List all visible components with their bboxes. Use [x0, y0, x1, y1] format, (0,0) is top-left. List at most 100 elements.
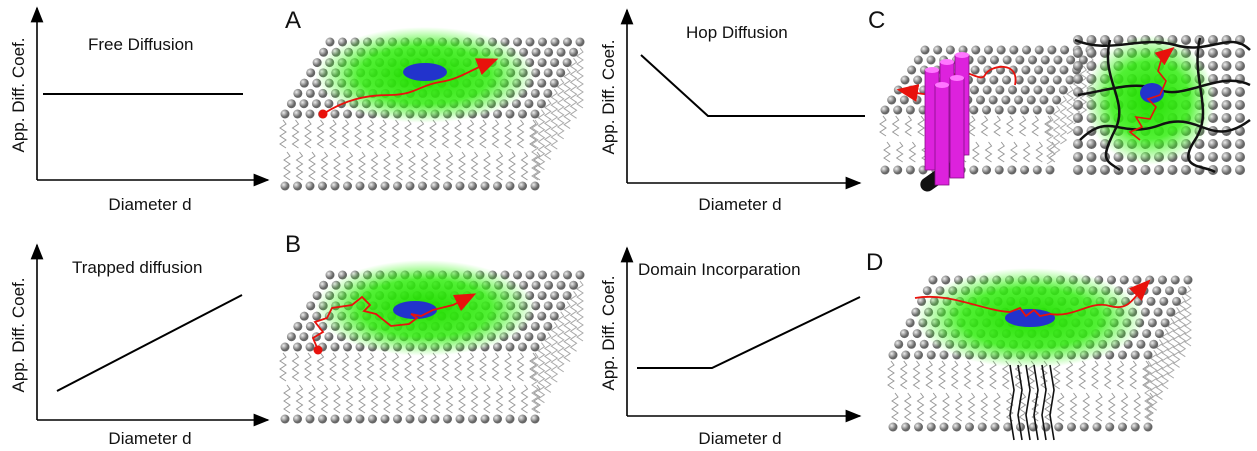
lipid-tail	[433, 151, 441, 181]
lipid-head	[293, 342, 302, 352]
lipid-tail	[929, 392, 938, 422]
lipid-head	[1208, 139, 1218, 149]
lipid-head	[1154, 165, 1164, 175]
lipid-head	[305, 342, 315, 352]
lipid-head	[1073, 113, 1083, 123]
lipid-head	[1046, 65, 1056, 75]
lipid-tail	[1059, 95, 1068, 145]
lipid-head	[305, 88, 315, 98]
y-label: App. Diff. Coef.	[599, 276, 618, 391]
panel-letter: C	[868, 7, 885, 34]
lipid-head	[1047, 45, 1057, 55]
lipid-head	[914, 422, 923, 432]
lipid-tail	[1155, 339, 1164, 400]
lipid-tail	[404, 352, 412, 382]
lipid-head	[1235, 139, 1245, 149]
start-point	[318, 109, 328, 119]
lipid-head	[893, 165, 903, 175]
lipid-tail	[408, 151, 416, 181]
lipid-tail	[891, 392, 899, 422]
lipid-head	[343, 181, 352, 191]
lipid-head	[562, 58, 572, 68]
lipid-head	[524, 332, 534, 342]
lipid-head	[299, 78, 309, 88]
lipid-head	[994, 105, 1004, 115]
panel-letter: B	[285, 231, 301, 258]
lipid-tail	[366, 352, 375, 382]
lipid-head	[1181, 35, 1191, 45]
lipid-tail	[993, 392, 1001, 422]
lipid-head	[1221, 48, 1232, 58]
lipid-tail	[291, 352, 300, 382]
lipid-head	[443, 414, 452, 424]
lipid-tail	[404, 119, 412, 149]
lipid-head	[989, 75, 999, 85]
lipid-head	[537, 291, 547, 301]
lipid-head	[544, 47, 554, 57]
lipid-head	[1152, 286, 1162, 296]
lipid-head	[318, 181, 327, 191]
pillar-top	[950, 75, 964, 81]
lipid-head	[1058, 85, 1068, 95]
lipid-head	[989, 55, 999, 65]
lipid-tail	[1018, 115, 1027, 137]
lipid-head	[293, 414, 302, 424]
lipid-head	[280, 181, 290, 191]
lipid-head	[563, 270, 572, 280]
ordered-tail	[1025, 364, 1031, 441]
lipid-head	[880, 165, 890, 175]
lipid-tail	[1005, 392, 1014, 422]
lipid-head	[550, 58, 560, 68]
lipid-head	[1007, 165, 1017, 175]
lipid-head	[1059, 65, 1069, 75]
lipid-head	[1052, 95, 1062, 105]
lipid-tail	[543, 332, 552, 393]
lipid-head	[1086, 35, 1097, 45]
lipid-head	[905, 165, 915, 175]
lipid-tail	[887, 360, 895, 390]
lipid-tail	[891, 115, 900, 137]
lipid-tail	[883, 141, 891, 163]
lipid-head	[280, 414, 290, 424]
lipid-head	[1079, 422, 1089, 432]
lipid-head	[905, 105, 915, 115]
lipid-head	[325, 37, 335, 47]
lipid-head	[1235, 48, 1245, 58]
lipid-head	[1208, 61, 1218, 71]
lipid-head	[355, 181, 365, 191]
lipid-head	[380, 181, 390, 191]
lipid-tail	[537, 109, 546, 171]
lipid-head	[468, 414, 477, 424]
lipid-head	[1073, 165, 1083, 175]
lipid-head	[1022, 45, 1032, 55]
lipid-head	[575, 37, 585, 47]
lipid-head	[330, 342, 340, 352]
particle	[403, 63, 447, 81]
lipid-tail	[483, 384, 491, 414]
lipid-tail	[895, 141, 904, 163]
lipid-head	[1221, 165, 1232, 175]
lipid-head	[1235, 152, 1245, 162]
lipid-head	[983, 65, 993, 75]
lipid-head	[1221, 152, 1232, 162]
lipid-head	[1020, 165, 1030, 175]
lipid-tail	[420, 384, 429, 414]
lipid-tail	[550, 321, 559, 383]
lipid-tail	[470, 151, 479, 181]
lipid-head	[318, 414, 327, 424]
lipid-head	[531, 280, 541, 290]
lipid-head	[1020, 105, 1030, 115]
lipid-tail	[1065, 360, 1074, 390]
particle	[1140, 83, 1164, 103]
lipid-head	[543, 301, 553, 311]
lipid-head	[343, 109, 352, 119]
lipid-head	[1052, 75, 1062, 85]
y-label: App. Diff. Coef.	[9, 38, 28, 153]
lipid-head	[1065, 75, 1075, 85]
lipid-tail	[520, 384, 529, 414]
lipid-head	[518, 109, 527, 119]
lipid-tail	[454, 352, 462, 382]
lipid-tail	[1142, 360, 1150, 390]
lipid-head	[330, 181, 340, 191]
lipid-tail	[954, 392, 963, 422]
